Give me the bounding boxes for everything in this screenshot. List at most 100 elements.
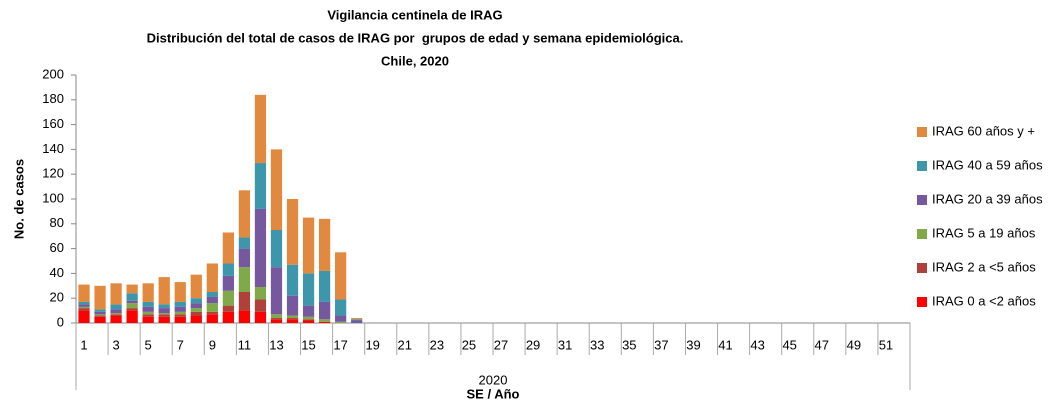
x-tick-label: 33 [590, 337, 604, 352]
legend-swatch [917, 195, 927, 205]
bar-segment [126, 300, 138, 304]
x-tick-label: 45 [782, 337, 796, 352]
x-tick-label: 51 [879, 337, 893, 352]
x-axis-title: SE / Año [467, 386, 520, 401]
bar-segment [270, 230, 283, 268]
bar-segment [78, 304, 90, 307]
bar-segment [94, 315, 106, 317]
x-tick-label: 27 [494, 337, 508, 352]
x-tick-label: 23 [430, 337, 444, 352]
x-tick-label: 29 [526, 337, 540, 352]
bar-segment [94, 285, 106, 310]
bar-segment [222, 275, 234, 291]
x-tick-label: 39 [686, 337, 700, 352]
bar-segment [158, 308, 170, 314]
bar-segment [190, 315, 202, 323]
bar-segment [318, 218, 331, 271]
legend-swatch [917, 297, 927, 307]
chart-title: Distribución del total de casos de IRAG … [147, 30, 684, 45]
bar-segment [78, 306, 90, 309]
x-tick-label: 19 [365, 337, 379, 352]
bar-segment [254, 208, 267, 288]
bar-segment [318, 319, 331, 322]
y-tick-label: 60 [50, 240, 64, 255]
bar-segment [206, 292, 218, 297]
bar-segment [78, 310, 90, 323]
bar-segment [335, 315, 347, 322]
bar-segment [270, 319, 283, 323]
bar-segment [126, 284, 138, 294]
bar-segment [94, 316, 106, 323]
legend-label: IRAG 5 a 19 años [932, 225, 1036, 240]
chart-title: Vigilancia centinela de IRAG [327, 7, 502, 22]
bar-segment [110, 313, 122, 315]
bar-segment [94, 314, 106, 316]
bar-segment [286, 295, 299, 316]
bar-segment [110, 304, 122, 310]
bar-segment [174, 301, 186, 307]
bar-segment [126, 308, 138, 311]
bar-segment [222, 232, 234, 264]
bar-segment [238, 310, 251, 323]
bar-segment [222, 305, 234, 312]
x-tick-label: 13 [269, 337, 283, 352]
bar-segment [302, 273, 315, 306]
bar-segment [190, 308, 202, 312]
bar-segment [270, 314, 283, 319]
bar-segment [270, 267, 283, 315]
y-tick-label: 180 [42, 91, 64, 106]
y-tick-label: 20 [50, 290, 64, 305]
x-tick-label: 37 [654, 337, 668, 352]
bar-segment [142, 314, 154, 317]
bar-segment [351, 320, 363, 323]
bar-segment [158, 304, 170, 309]
x-tick-label: 9 [209, 337, 216, 352]
bar-segment [174, 316, 186, 323]
y-tick-label: 40 [50, 265, 64, 280]
x-tick-label: 1 [80, 337, 87, 352]
x-tick-label: 15 [301, 337, 315, 352]
bar-segment [238, 267, 251, 292]
bar-segment [174, 306, 186, 312]
x-tick-label: 47 [815, 337, 829, 352]
x-tick-label: 43 [750, 337, 764, 352]
y-axis-title: No. de casos [11, 159, 26, 239]
x-tick-label: 3 [112, 337, 119, 352]
bar-segment [206, 314, 218, 323]
x-tick-label: 41 [718, 337, 732, 352]
x-tick-label: 35 [622, 337, 636, 352]
bar-segment [206, 303, 218, 312]
bar-segment [222, 263, 234, 276]
bar-segment [238, 248, 251, 268]
bar-segment [110, 315, 122, 323]
bar-segment [302, 319, 315, 321]
bar-segment [126, 293, 138, 301]
bar-segment [206, 296, 218, 304]
bar-segment [286, 318, 299, 320]
bar-segment [142, 301, 154, 307]
x-tick-label: 17 [333, 337, 347, 352]
y-tick-label: 100 [42, 190, 64, 205]
bar-segment [302, 305, 315, 317]
x-tick-label: 31 [558, 337, 572, 352]
bar-segment [158, 314, 170, 317]
bar-segment [78, 301, 90, 305]
legend-swatch [917, 263, 927, 273]
legend-swatch [917, 229, 927, 239]
bar-segment [318, 321, 331, 323]
bar-segment [302, 316, 315, 320]
bar-segment [158, 316, 170, 323]
bar-segment [110, 314, 122, 316]
bar-segment [126, 310, 138, 323]
bar-segment [158, 277, 170, 305]
y-tick-label: 140 [42, 141, 64, 156]
bar-segment [238, 292, 251, 311]
y-tick-label: 0 [57, 314, 64, 329]
bar-segment [286, 199, 299, 265]
legend-label: IRAG 0 a <2 años [932, 293, 1036, 308]
bar-segment [238, 190, 251, 238]
legend-label: IRAG 60 años y + [932, 123, 1035, 138]
bar-segment [302, 217, 315, 274]
bar-segment [142, 306, 154, 312]
bar-segment [254, 287, 267, 300]
